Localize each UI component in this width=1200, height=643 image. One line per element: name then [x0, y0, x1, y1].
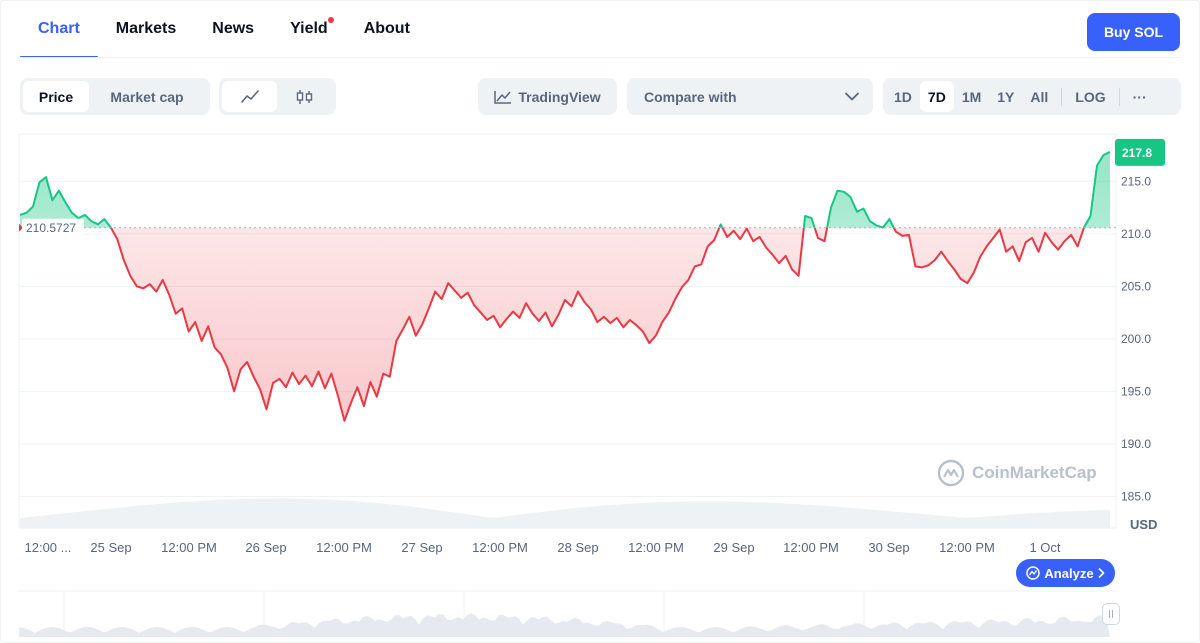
x-tick-label: 25 Sep [90, 540, 131, 555]
navigator-area [19, 613, 1110, 637]
tab-markets-label: Markets [115, 20, 177, 37]
buy-sol-button[interactable]: Buy SOL [1087, 13, 1180, 51]
handle-grip [1109, 610, 1110, 618]
tab-about-label: About [363, 20, 410, 37]
range-1d[interactable]: 1D [894, 88, 912, 105]
range-all[interactable]: All [1030, 88, 1049, 105]
tab-yield-label: Yield [290, 20, 328, 37]
x-tick-label: 26 Sep [245, 540, 286, 555]
coinmarketcap-watermark: CoinMarketCap [937, 459, 1097, 487]
tab-divider [20, 57, 1180, 58]
tab-yield[interactable]: Yield [272, 0, 346, 58]
chart-type-toggle [219, 78, 336, 115]
notification-dot [327, 17, 334, 23]
market-cap-option[interactable]: Market cap [110, 88, 184, 105]
candlestick-option[interactable] [277, 81, 332, 112]
x-tick-label: 28 Sep [557, 540, 598, 555]
y-tick-label: 215.0 [1121, 174, 1151, 188]
y-tick-label: 200.0 [1121, 332, 1151, 346]
candlestick-icon [296, 89, 312, 104]
current-price-tag [1115, 138, 1165, 166]
tab-markets[interactable]: Markets [98, 0, 194, 58]
x-tick-label: 12:00 PM [472, 540, 528, 555]
range-7d[interactable]: 7D [919, 81, 954, 112]
tab-news[interactable]: News [194, 0, 272, 58]
range-drag-handle[interactable] [1102, 603, 1120, 625]
price-area-below [20, 227, 1110, 421]
tab-chart-label: Chart [38, 20, 80, 37]
y-unit-label: USD [1130, 517, 1157, 532]
y-tick-label: 185.0 [1121, 489, 1151, 503]
x-tick-label: 27 Sep [401, 540, 442, 555]
y-tick-label: 190.0 [1121, 437, 1151, 451]
range-1y[interactable]: 1Y [997, 88, 1015, 105]
compare-with-label: Compare with [644, 88, 737, 105]
x-tick-label: 29 Sep [713, 540, 754, 555]
tradingview-label: TradingView [518, 88, 601, 105]
x-tick-label: 12:00 ... [25, 540, 72, 555]
more-options-button[interactable]: ··· [1132, 88, 1147, 105]
range-separator [1061, 87, 1063, 106]
range-separator [1118, 87, 1120, 106]
price-option[interactable]: Price [23, 81, 89, 112]
chevron-down-icon [845, 92, 859, 101]
tab-news-label: News [212, 20, 255, 37]
x-tick-label: 1 Oct [1029, 540, 1060, 555]
x-tick-label: 30 Sep [868, 540, 909, 555]
watermark-label: CoinMarketCap [972, 463, 1097, 482]
line-chart-icon [240, 89, 259, 103]
compare-with-select[interactable]: Compare with [627, 78, 873, 115]
line-chart-option[interactable] [222, 81, 277, 112]
chevron-right-icon [1098, 568, 1104, 578]
coinmarketcap-logo-icon [937, 459, 965, 487]
tradingview-button[interactable]: TradingView [478, 78, 617, 115]
baseline-label: 210.5727 [26, 221, 76, 235]
baseline-label-bg [22, 218, 84, 237]
price-marketcap-toggle: Price Market cap [20, 78, 210, 115]
analyze-icon [1026, 566, 1041, 580]
y-tick-label: 205.0 [1121, 279, 1151, 293]
x-tick-label: 12:00 PM [161, 540, 217, 555]
section-tabs: Chart Markets News Yield About [20, 0, 428, 58]
analyze-button[interactable]: Analyze [1016, 559, 1115, 587]
volume-area [20, 498, 1110, 528]
time-range-toggle: 1D 7D 1M 1Y All LOG ··· [883, 78, 1181, 115]
price-area-above [20, 151, 1110, 228]
log-scale-toggle[interactable]: LOG [1075, 88, 1106, 105]
x-tick-label: 12:00 PM [783, 540, 839, 555]
x-tick-label: 12:00 PM [316, 540, 372, 555]
y-tick-label: 210.0 [1121, 227, 1151, 241]
tab-about[interactable]: About [346, 0, 428, 58]
x-tick-label: 12:00 PM [628, 540, 684, 555]
handle-grip [1112, 610, 1113, 618]
tradingview-icon [494, 90, 512, 104]
current-price-label: 217.8 [1122, 146, 1152, 160]
x-tick-label: 12:00 PM [939, 540, 995, 555]
baseline-marker [19, 223, 23, 232]
analyze-label: Analyze [1044, 565, 1094, 581]
price-line-below [109, 227, 1085, 422]
y-tick-label: 195.0 [1121, 384, 1151, 398]
range-1m[interactable]: 1M [961, 88, 982, 105]
